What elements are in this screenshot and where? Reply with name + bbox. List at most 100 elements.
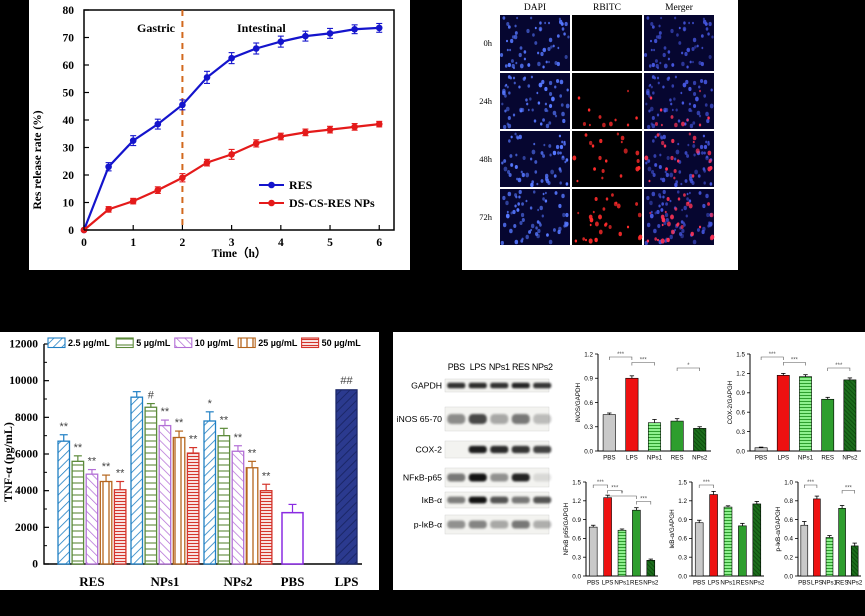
svg-text:20: 20 — [63, 170, 75, 182]
svg-text:**: ** — [102, 461, 111, 473]
svg-text:**: ** — [189, 434, 198, 446]
svg-text:LPS: LPS — [470, 362, 486, 372]
svg-text:0.8: 0.8 — [784, 498, 793, 505]
svg-text:iNOS/GAPDH: iNOS/GAPDH — [575, 382, 582, 422]
svg-text:NPs1: NPs1 — [151, 574, 180, 589]
svg-text:30: 30 — [63, 143, 75, 155]
svg-text:#: # — [148, 390, 155, 402]
svg-text:5 µg/mL: 5 µg/mL — [136, 338, 171, 348]
svg-text:2.5 µg/mL: 2.5 µg/mL — [68, 338, 110, 348]
svg-text:0.4: 0.4 — [784, 536, 793, 543]
svg-text:70: 70 — [63, 33, 75, 45]
svg-text:Intestinal: Intestinal — [237, 21, 286, 35]
svg-text:NPs2: NPs2 — [643, 580, 659, 587]
svg-text:**: ** — [161, 406, 170, 418]
svg-text:0.6: 0.6 — [784, 517, 793, 524]
svg-text:LPS: LPS — [777, 455, 789, 462]
svg-text:24h: 24h — [479, 96, 493, 106]
svg-text:p-IκB-α: p-IκB-α — [414, 520, 442, 530]
svg-text:PBS: PBS — [755, 455, 767, 462]
svg-text:DAPI: DAPI — [524, 3, 546, 13]
svg-text:**: ** — [175, 417, 184, 429]
svg-text:0.0: 0.0 — [584, 448, 593, 455]
svg-text:4: 4 — [278, 237, 284, 249]
svg-text:0.3: 0.3 — [572, 555, 581, 562]
svg-text:IκB-α/GAPGH: IκB-α/GAPGH — [669, 509, 676, 549]
svg-text:0: 0 — [81, 237, 87, 249]
svg-text:10 µg/mL: 10 µg/mL — [195, 338, 235, 348]
svg-text:48h: 48h — [479, 154, 493, 164]
svg-text:RES: RES — [289, 178, 313, 192]
svg-text:NPs1: NPs1 — [720, 580, 736, 587]
svg-text:10000: 10000 — [9, 375, 38, 387]
svg-text:50 µg/mL: 50 µg/mL — [322, 338, 362, 348]
svg-text:LPS: LPS — [335, 574, 359, 589]
svg-text:LPS: LPS — [602, 580, 614, 587]
svg-text:**: ** — [88, 456, 97, 468]
svg-text:p-IκB-α/GAPGH: p-IκB-α/GAPGH — [775, 506, 782, 551]
svg-text:0: 0 — [32, 559, 38, 571]
svg-text:RES: RES — [821, 455, 834, 462]
svg-text:***: *** — [703, 480, 711, 486]
svg-text:RES: RES — [671, 455, 684, 462]
svg-text:0.0: 0.0 — [736, 448, 745, 455]
svg-text:1.2: 1.2 — [678, 498, 687, 505]
svg-text:0.2: 0.2 — [784, 555, 793, 562]
svg-text:0.0: 0.0 — [784, 573, 793, 580]
svg-text:0.3: 0.3 — [584, 424, 593, 431]
svg-text:Gastric: Gastric — [137, 21, 176, 35]
svg-text:1.2: 1.2 — [572, 498, 581, 505]
svg-text:1.5: 1.5 — [572, 479, 581, 486]
svg-text:6: 6 — [376, 237, 382, 249]
svg-text:1.2: 1.2 — [584, 351, 593, 358]
svg-text:***: *** — [769, 352, 777, 358]
svg-text:RES: RES — [79, 574, 104, 589]
svg-text:PBS: PBS — [693, 580, 705, 587]
svg-text:1.0: 1.0 — [784, 479, 793, 486]
svg-text:NPs2: NPs2 — [749, 580, 765, 587]
svg-text:IκB-α: IκB-α — [422, 495, 442, 505]
svg-text:10: 10 — [63, 198, 75, 210]
svg-text:RES: RES — [630, 580, 643, 587]
svg-text:Res release rate (%): Res release rate (%) — [32, 110, 44, 209]
svg-text:COX-2/GAPGH: COX-2/GAPGH — [727, 380, 734, 424]
svg-text:0.9: 0.9 — [572, 517, 581, 524]
svg-text:0.6: 0.6 — [736, 410, 745, 417]
svg-text:NFκB p65/GAPGH: NFκB p65/GAPGH — [563, 502, 570, 555]
svg-text:**: ** — [262, 470, 271, 482]
svg-text:COX-2: COX-2 — [415, 445, 442, 455]
svg-text:6000: 6000 — [15, 449, 38, 461]
svg-text:**: ** — [59, 421, 68, 433]
svg-text:0.6: 0.6 — [584, 400, 593, 407]
svg-text:0.6: 0.6 — [572, 536, 581, 543]
svg-text:PBS: PBS — [798, 580, 810, 587]
svg-text:NPs2: NPs2 — [224, 574, 253, 589]
svg-text:***: *** — [597, 480, 605, 486]
svg-text:50: 50 — [63, 88, 75, 100]
svg-text:***: *** — [835, 363, 843, 369]
svg-text:4000: 4000 — [15, 485, 38, 497]
svg-text:NPs2: NPs2 — [532, 362, 553, 372]
svg-text:0.3: 0.3 — [678, 555, 687, 562]
svg-text:1.2: 1.2 — [736, 371, 745, 378]
svg-text:RES: RES — [736, 580, 749, 587]
svg-text:0.0: 0.0 — [678, 573, 687, 580]
svg-text:**: ** — [74, 442, 83, 454]
svg-text:**: ** — [248, 447, 257, 459]
svg-text:TNF-α (pg/mL): TNF-α (pg/mL) — [1, 422, 15, 502]
svg-text:PBS: PBS — [281, 574, 305, 589]
svg-text:***: *** — [617, 352, 625, 358]
svg-text:0.3: 0.3 — [736, 429, 745, 436]
svg-text:PBS: PBS — [448, 362, 465, 372]
svg-text:NPs1: NPs1 — [614, 580, 630, 587]
svg-text:0.9: 0.9 — [678, 517, 687, 524]
svg-text:0.0: 0.0 — [572, 573, 581, 580]
svg-text:1: 1 — [130, 237, 136, 249]
svg-text:***: *** — [807, 480, 815, 486]
svg-text:2: 2 — [180, 237, 186, 249]
svg-text:0: 0 — [68, 225, 74, 237]
svg-text:80: 80 — [63, 5, 75, 17]
svg-text:NPs2: NPs2 — [847, 580, 863, 587]
svg-text:**: ** — [116, 468, 125, 480]
svg-text:GAPDH: GAPDH — [411, 381, 442, 391]
